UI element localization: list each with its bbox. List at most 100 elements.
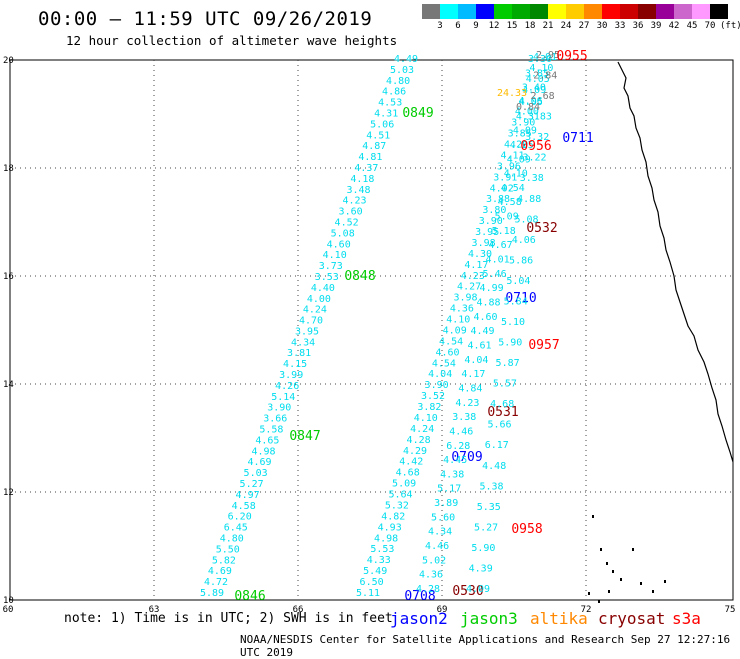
swh-value-label: 3.88 bbox=[486, 194, 510, 205]
lat-tick-label: 12 bbox=[3, 488, 14, 498]
scale-tick-label: 21 bbox=[542, 21, 554, 31]
swh-value-label: 4.00 bbox=[307, 294, 331, 305]
lon-tick-label: 72 bbox=[581, 605, 592, 615]
scale-tick-label: 45 bbox=[686, 21, 698, 31]
swh-value-label: 4.01 bbox=[533, 52, 557, 63]
swh-value-label: 4.86 bbox=[382, 87, 406, 98]
swh-value-label: 4.58 bbox=[232, 501, 256, 512]
swh-value-label: 5.09 bbox=[392, 479, 416, 490]
swh-value-label: 4.05 bbox=[526, 74, 550, 85]
swh-value-label: 4.05 bbox=[519, 97, 543, 108]
swh-value-label: 4.28 bbox=[407, 435, 431, 446]
swh-value-label: 4.09 bbox=[443, 326, 467, 337]
scale-unit: (ft) bbox=[720, 21, 740, 31]
swh-value-label: 5.06 bbox=[370, 119, 394, 130]
swh-value-label: 5.03 bbox=[244, 468, 268, 479]
swh-value-label: 3.98 bbox=[472, 238, 496, 249]
swh-value-label: 4.80 bbox=[220, 534, 244, 545]
swh-value-label: 3.96 bbox=[497, 161, 521, 172]
lon-tick-label: 60 bbox=[3, 605, 14, 615]
swh-value-label: 4.42 bbox=[399, 457, 423, 468]
swh-value-label: 5.08 bbox=[331, 228, 355, 239]
island bbox=[620, 578, 622, 581]
swh-value-label: 4.02 bbox=[490, 183, 514, 194]
swh-value-label: 5.38 bbox=[479, 481, 503, 492]
swh-value-label: 5.82 bbox=[212, 555, 236, 566]
swh-value-label: 4.11 bbox=[500, 150, 524, 161]
swh-value-label: 5.57 bbox=[493, 379, 517, 390]
swh-value-label: 4.51 bbox=[366, 130, 390, 141]
swh-value-label: 5.49 bbox=[363, 566, 387, 577]
swh-value-label: 3.98 bbox=[453, 293, 477, 304]
scale-swatch bbox=[458, 4, 476, 19]
swh-value-label: 4.23 bbox=[342, 196, 366, 207]
swh-value-label: 4.48 bbox=[482, 461, 506, 472]
swh-value-label: 4.70 bbox=[299, 316, 323, 327]
swh-value-label: 3.66 bbox=[263, 414, 287, 425]
swh-value-label: 5.89 bbox=[200, 588, 224, 599]
pass-time-label: 0958 bbox=[511, 522, 542, 537]
swh-value-label: 4.23 bbox=[455, 398, 479, 409]
swh-value-label: 3.91 bbox=[493, 172, 517, 183]
swh-value-label: 4.18 bbox=[350, 174, 374, 185]
swh-value-label: 4.34 bbox=[291, 337, 315, 348]
swh-value-label: 5.32 bbox=[385, 501, 409, 512]
pass-time-label: 0710 bbox=[505, 291, 536, 306]
credit-line: NOAA/NESDIS Center for Satellite Applica… bbox=[240, 633, 731, 659]
scale-swatch bbox=[674, 4, 692, 19]
swh-value-label: 4.69 bbox=[247, 457, 271, 468]
swh-value-label: 3.90 bbox=[267, 403, 291, 414]
swh-value-label: 4.67 bbox=[489, 240, 513, 251]
swh-value-label: 3.90 bbox=[479, 216, 503, 227]
scale-swatch bbox=[422, 4, 440, 19]
swh-value-label: 4.24 bbox=[303, 305, 327, 316]
pass-time-label: 0955 bbox=[556, 49, 587, 64]
pass-time-label: 0708 bbox=[404, 589, 435, 604]
scale-tick-label: 6 bbox=[455, 21, 461, 31]
pass-time-label: 0846 bbox=[234, 589, 265, 604]
swh-value-label: 3.82 bbox=[417, 402, 441, 413]
scale-tick-label: 18 bbox=[524, 21, 536, 31]
swh-value-label: 4.98 bbox=[374, 533, 398, 544]
swh-value-label: 4.54 bbox=[439, 336, 463, 347]
swh-value-label: 4.52 bbox=[335, 218, 359, 229]
swh-value-label: 4.09 bbox=[513, 126, 537, 137]
swh-value-label: 4.65 bbox=[255, 435, 279, 446]
island bbox=[612, 570, 614, 573]
swh-value-label: 5.53 bbox=[370, 544, 394, 555]
swh-value-label: 4.04 bbox=[464, 355, 488, 366]
swh-value-label: 5.27 bbox=[474, 522, 498, 533]
swh-value-label: 4.60 bbox=[327, 239, 351, 250]
swh-value-label: 4.26 bbox=[275, 381, 299, 392]
island bbox=[640, 582, 642, 585]
swh-value-label: 2.68 bbox=[531, 91, 555, 102]
pass-time-label: 0847 bbox=[289, 429, 320, 444]
swh-value-label: 3.89 bbox=[434, 498, 458, 509]
swh-value-label: 5.14 bbox=[271, 392, 295, 403]
swh-value-label: 4.60 bbox=[473, 312, 497, 323]
swh-value-label: 4.88 bbox=[517, 194, 541, 205]
swh-value-label: 3.90 bbox=[425, 380, 449, 391]
swh-value-label: 4.36 bbox=[419, 570, 443, 581]
scale-swatch bbox=[692, 4, 710, 19]
island bbox=[664, 580, 666, 583]
island bbox=[592, 515, 594, 518]
pass-time-label: 0531 bbox=[487, 405, 518, 420]
swh-value-label: 4.46 bbox=[425, 541, 449, 552]
swh-value-label: 4.06 bbox=[512, 235, 536, 246]
island bbox=[632, 548, 634, 551]
swh-value-label: 4.46 bbox=[449, 426, 473, 437]
legend-s3a: s3a bbox=[672, 609, 701, 628]
scale-tick-label: 15 bbox=[506, 21, 518, 31]
scale-tick-label: 3 bbox=[437, 21, 443, 31]
scale-swatch bbox=[548, 4, 566, 19]
scale-swatch bbox=[566, 4, 584, 19]
swh-value-label: 4.00 bbox=[515, 107, 539, 118]
swh-value-label: 4.49 bbox=[470, 326, 494, 337]
lon-tick-label: 63 bbox=[149, 605, 160, 615]
scale-swatch bbox=[584, 4, 602, 19]
scale-swatch bbox=[494, 4, 512, 19]
lat-tick-label: 14 bbox=[3, 380, 14, 390]
swh-value-label: 3.48 bbox=[346, 185, 370, 196]
scale-swatch bbox=[530, 4, 548, 19]
